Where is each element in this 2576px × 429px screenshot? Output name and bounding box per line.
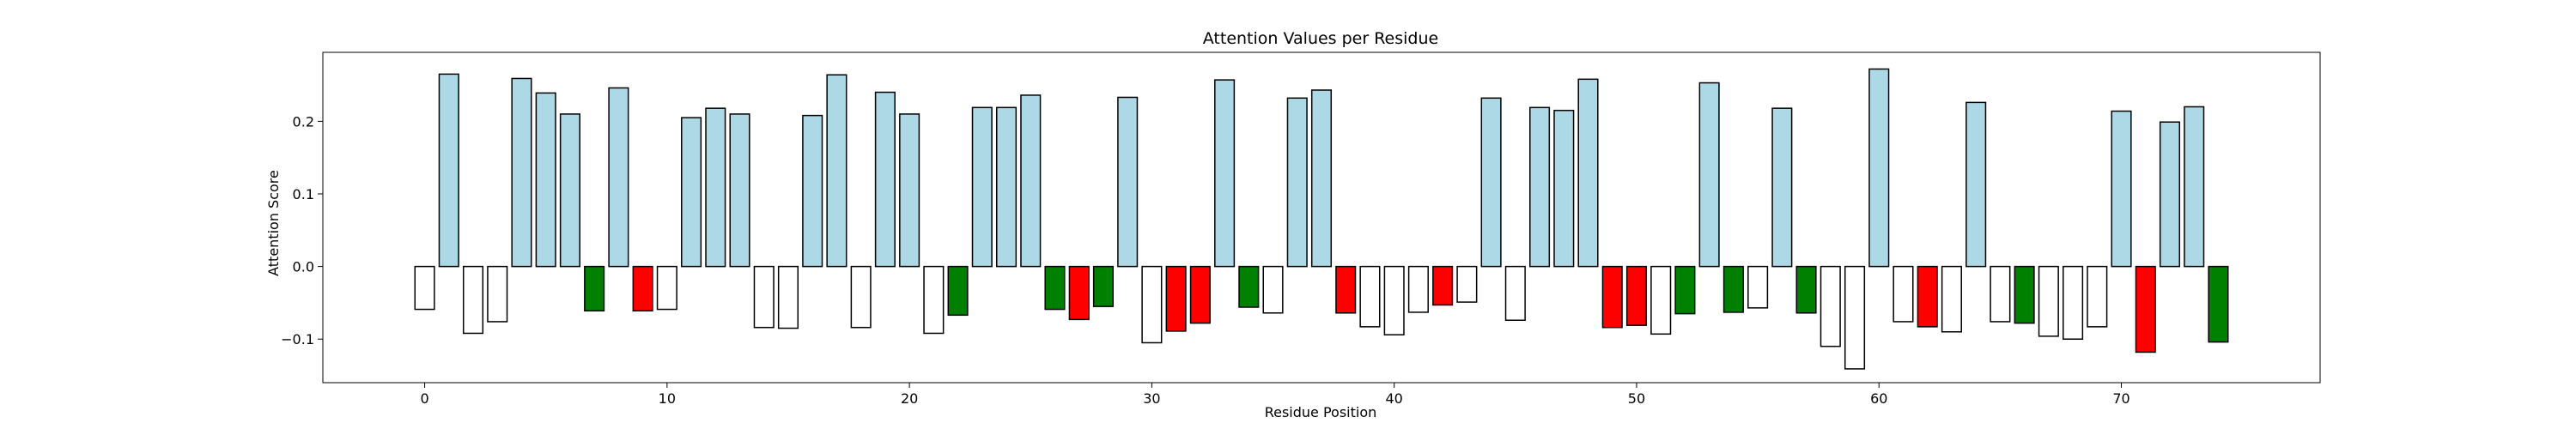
bar-residue-8 xyxy=(608,87,629,268)
bar-residue-44 xyxy=(1480,97,1502,268)
bar-residue-61 xyxy=(1893,265,1914,323)
plot-area-frame xyxy=(322,51,2321,384)
bar-residue-19 xyxy=(874,91,896,268)
x-tick-label: 10 xyxy=(659,390,676,407)
y-tick-label: −0.1 xyxy=(281,331,314,347)
bar-residue-46 xyxy=(1529,106,1551,268)
bar-residue-41 xyxy=(1407,265,1429,313)
bar-residue-43 xyxy=(1456,265,1478,303)
y-tick-label: 0.2 xyxy=(293,113,314,130)
x-tick-label: 0 xyxy=(420,390,428,407)
y-axis-label: Attention Score xyxy=(265,170,282,276)
x-tick-label: 60 xyxy=(1870,390,1887,407)
x-tick-label: 50 xyxy=(1628,390,1645,407)
bar-residue-49 xyxy=(1601,265,1623,329)
bar-residue-10 xyxy=(656,265,677,311)
bar-residue-66 xyxy=(2014,265,2035,324)
bar-residue-20 xyxy=(899,113,920,268)
bar-residue-71 xyxy=(2135,265,2156,353)
bar-residue-65 xyxy=(1990,265,2011,323)
bar-residue-54 xyxy=(1722,265,1744,313)
x-axis-label: Residue Position xyxy=(1265,404,1377,420)
bar-residue-23 xyxy=(971,106,993,268)
bar-residue-14 xyxy=(753,265,775,329)
bar-residue-63 xyxy=(1941,265,1962,333)
bar-residue-26 xyxy=(1044,265,1066,311)
bar-residue-35 xyxy=(1262,265,1284,314)
bar-residue-67 xyxy=(2038,265,2059,337)
bar-residue-60 xyxy=(1868,68,1890,268)
bar-residue-0 xyxy=(414,265,435,311)
bar-residue-17 xyxy=(826,74,848,268)
chart-title: Attention Values per Residue xyxy=(1203,29,1438,48)
bar-residue-40 xyxy=(1383,265,1405,335)
bar-residue-58 xyxy=(1820,265,1841,347)
bar-residue-28 xyxy=(1092,265,1114,307)
bar-residue-39 xyxy=(1359,265,1381,328)
bar-residue-74 xyxy=(2208,265,2229,343)
bar-residue-27 xyxy=(1068,265,1090,321)
bar-residue-37 xyxy=(1310,89,1333,268)
bar-residue-69 xyxy=(2087,265,2108,328)
bar-residue-12 xyxy=(705,107,726,268)
bar-residue-22 xyxy=(947,265,969,317)
x-axis-ticks: 0 10 20 30 40 50 60 70 xyxy=(420,383,2130,407)
bar-residue-1 xyxy=(438,73,459,268)
bar-residue-70 xyxy=(2111,110,2132,268)
bar-residue-68 xyxy=(2063,265,2084,340)
bar-residue-25 xyxy=(1020,94,1042,268)
x-tick-label: 40 xyxy=(1386,390,1403,407)
bar-residue-48 xyxy=(1577,78,1599,268)
bar-residue-38 xyxy=(1335,265,1357,314)
bar-residue-59 xyxy=(1844,265,1866,370)
bar-residue-42 xyxy=(1432,265,1454,306)
bar-residue-47 xyxy=(1553,109,1575,268)
bar-residue-4 xyxy=(511,77,532,268)
bar-residue-62 xyxy=(1917,265,1938,328)
bar-residue-50 xyxy=(1625,265,1648,326)
bar-residue-16 xyxy=(802,114,823,268)
bar-residue-5 xyxy=(535,92,556,268)
bar-residue-29 xyxy=(1117,96,1139,268)
y-axis-ticks: −0.1 0.0 0.1 0.2 xyxy=(281,113,323,347)
bar-residue-34 xyxy=(1238,265,1260,308)
bar-residue-18 xyxy=(850,265,872,329)
y-tick-label: 0.0 xyxy=(293,259,314,275)
bar-residue-3 xyxy=(487,265,508,323)
bar-residue-52 xyxy=(1674,265,1696,315)
bar-residue-55 xyxy=(1747,265,1769,309)
bar-residue-7 xyxy=(584,265,605,311)
bar-residue-31 xyxy=(1165,265,1187,332)
bar-residue-21 xyxy=(923,265,945,335)
x-tick-label: 20 xyxy=(901,390,918,407)
bar-residue-45 xyxy=(1504,265,1526,321)
bar-residue-11 xyxy=(681,117,702,268)
bars-group xyxy=(414,68,2229,370)
bar-residue-64 xyxy=(1965,101,1987,268)
bar-residue-15 xyxy=(777,265,799,329)
bar-residue-33 xyxy=(1214,79,1236,268)
bar-residue-53 xyxy=(1698,82,1720,268)
bar-residue-13 xyxy=(729,113,750,268)
bar-residue-36 xyxy=(1286,97,1308,268)
bar-residue-32 xyxy=(1189,265,1211,324)
bar-residue-30 xyxy=(1141,265,1163,344)
x-tick-label: 70 xyxy=(2112,390,2129,407)
bar-residue-72 xyxy=(2159,121,2181,268)
bar-residue-56 xyxy=(1771,107,1793,268)
x-tick-label: 30 xyxy=(1143,390,1160,407)
bar-residue-57 xyxy=(1795,265,1817,314)
bar-residue-73 xyxy=(2184,106,2205,268)
bar-residue-9 xyxy=(632,265,653,311)
y-tick-label: 0.1 xyxy=(293,186,314,202)
bar-residue-6 xyxy=(559,113,580,268)
bar-residue-24 xyxy=(995,106,1018,268)
bar-residue-51 xyxy=(1650,265,1672,335)
bar-residue-2 xyxy=(462,265,484,335)
